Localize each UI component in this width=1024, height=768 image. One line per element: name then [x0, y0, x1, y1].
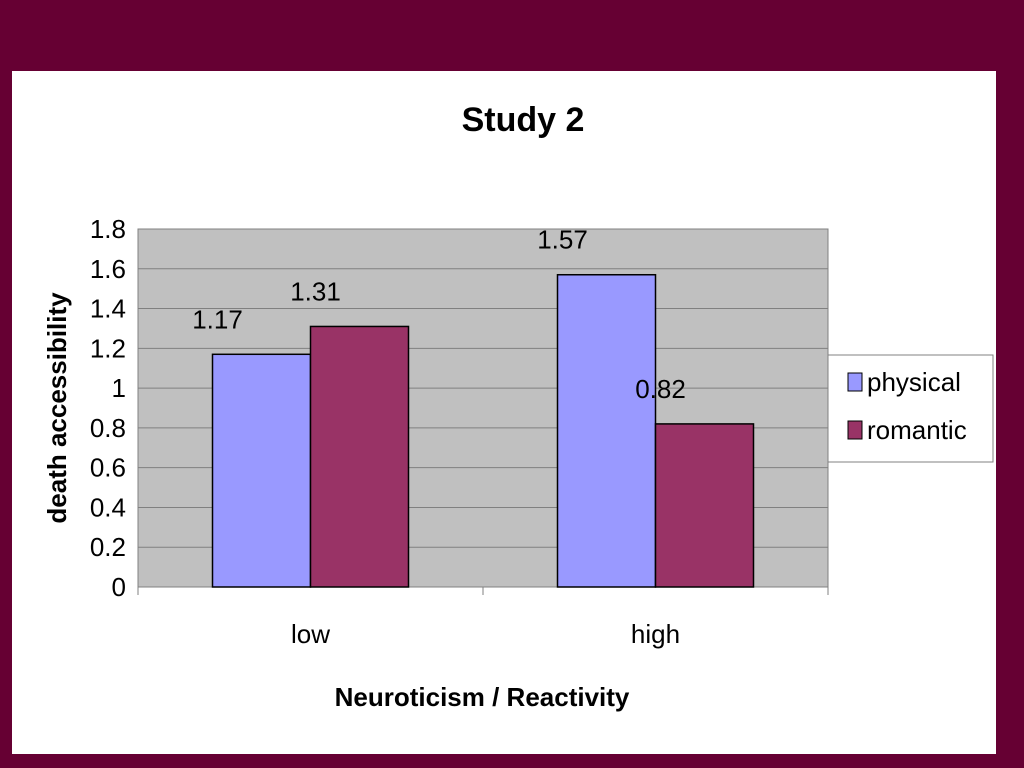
data-label: 1.31: [290, 276, 341, 306]
data-labels: 1.17 1.31 1.57 0.82: [192, 225, 686, 404]
legend-swatch-physical: [847, 372, 863, 392]
y-tick-label: 1: [112, 373, 126, 403]
bar-physical-high: [556, 273, 657, 588]
y-tick-label: 0.2: [90, 532, 126, 562]
data-label: 0.82: [635, 374, 686, 404]
data-label: 1.57: [537, 225, 588, 255]
x-axis-title: Neuroticism / Reactivity: [335, 682, 630, 712]
legend-label-physical: physical: [867, 367, 961, 397]
data-label: 1.17: [192, 304, 243, 334]
y-tick-label: 1.8: [90, 214, 126, 244]
chart-title: Study 2: [462, 101, 585, 139]
legend: physical romantic: [827, 354, 994, 463]
x-tick-label: low: [291, 619, 330, 649]
slide-panel: Study 2 0 0.2 0.4 0.6 0.8 1 1.2 1.4 1.6 1.8 1.17 1…: [12, 71, 996, 754]
y-tick-label: 1.2: [90, 333, 126, 363]
y-tick-label: 0.6: [90, 453, 126, 483]
bar-romantic-low: [309, 325, 410, 588]
bars-group: [211, 273, 755, 588]
y-axis-ticks: 0 0.2 0.4 0.6 0.8 1 1.2 1.4 1.6 1.8: [90, 214, 126, 602]
bar-chart: Study 2 00.20.40.60.811.21.41.61.8 1.171…: [42, 101, 994, 712]
legend-swatch-romantic: [847, 420, 863, 440]
y-tick-label: 0.8: [90, 413, 126, 443]
bar-romantic-high: [654, 423, 755, 588]
y-tick-label: 0: [112, 572, 126, 602]
x-tick-label: high: [631, 619, 680, 649]
y-tick-label: 1.4: [90, 294, 126, 324]
x-axis-ticks: low high: [291, 619, 680, 649]
y-tick-label: 0.4: [90, 492, 126, 522]
y-tick-label: 1.6: [90, 254, 126, 284]
y-axis-title: death accessibility: [42, 292, 72, 524]
bar-physical-low: [211, 353, 312, 588]
legend-label-romantic: romantic: [867, 415, 967, 445]
